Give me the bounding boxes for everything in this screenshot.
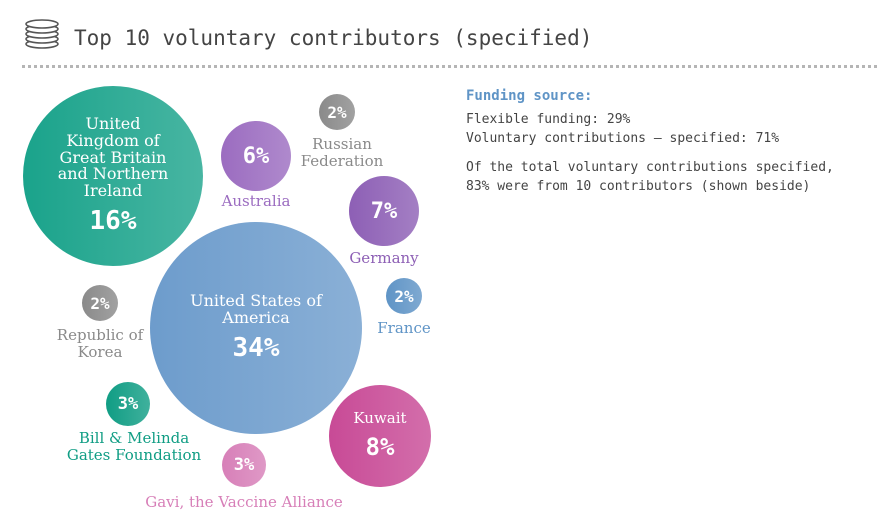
bubble-united-kingdom-of-great-britain-and-northern-ireland: United Kingdom of Great Britain and Nort… [23,86,203,266]
label-bill-and-melinda-gates-foundation: Bill & Melinda Gates Foundation [66,429,202,464]
flexible-funding-text: Flexible funding: 29% [466,112,631,127]
bubble-value-bill-and-melinda-gates-foundation: 3% [117,394,139,414]
bubble-value-australia: 6% [242,143,270,169]
label-russian-federation: Russian Federation [300,135,384,170]
header: Top 10 voluntary contributors (specified… [22,12,877,72]
bubble-value-germany: 7% [370,198,398,224]
bubble-russian-federation: 2% [319,94,355,130]
bubble-value-gavi-the-vaccine-alliance: 3% [233,455,255,475]
note-line: Of the total voluntary contributions spe… [466,160,834,175]
bubble-value-united-states-of-america: 34% [232,332,280,363]
page-title: Top 10 voluntary contributors (specified… [74,26,593,50]
funding-source-heading: Funding source: [466,88,593,104]
bubble-value-kuwait: 8% [365,432,395,461]
label-france: France [377,319,431,337]
bubble-republic-of-korea: 2% [82,285,118,321]
coins-stack-icon [25,19,59,49]
voluntary-specified-text: Voluntary contributions – specified: 71% [466,131,780,146]
bubble-label-kuwait: Kuwait [353,409,407,428]
note-line: 83% were from 10 contributors (shown bes… [466,179,811,194]
label-republic-of-korea: Republic of Korea [56,326,144,361]
bubble-france: 2% [386,278,422,314]
bubble-label-united-states-of-america: United States of America [190,291,322,327]
bubble-kuwait: Kuwait 8% [329,385,431,487]
label-australia: Australia [221,192,291,210]
bubble-label-united-kingdom-of-great-britain-and-northern-ireland: United Kingdom of Great Britain and Nort… [57,114,169,201]
label-gavi-the-vaccine-alliance: Gavi, the Vaccine Alliance [145,493,343,511]
bubble-value-united-kingdom-of-great-britain-and-northern-ireland: 16% [89,205,137,236]
bubble-united-states-of-america: United States of America 34% [150,222,362,434]
label-germany: Germany [349,249,419,267]
funding-source-panel: Funding source: Flexible funding: 29% Vo… [466,88,866,196]
bubble-bill-and-melinda-gates-foundation: 3% [106,382,150,426]
bubble-australia: 6% [221,121,291,191]
dotted-divider [22,65,877,68]
bubble-germany: 7% [349,176,419,246]
bubble-value-republic-of-korea: 2% [90,293,110,313]
bubble-value-france: 2% [394,286,414,306]
bubble-value-russian-federation: 2% [327,102,347,122]
bubble-gavi-the-vaccine-alliance: 3% [222,443,266,487]
